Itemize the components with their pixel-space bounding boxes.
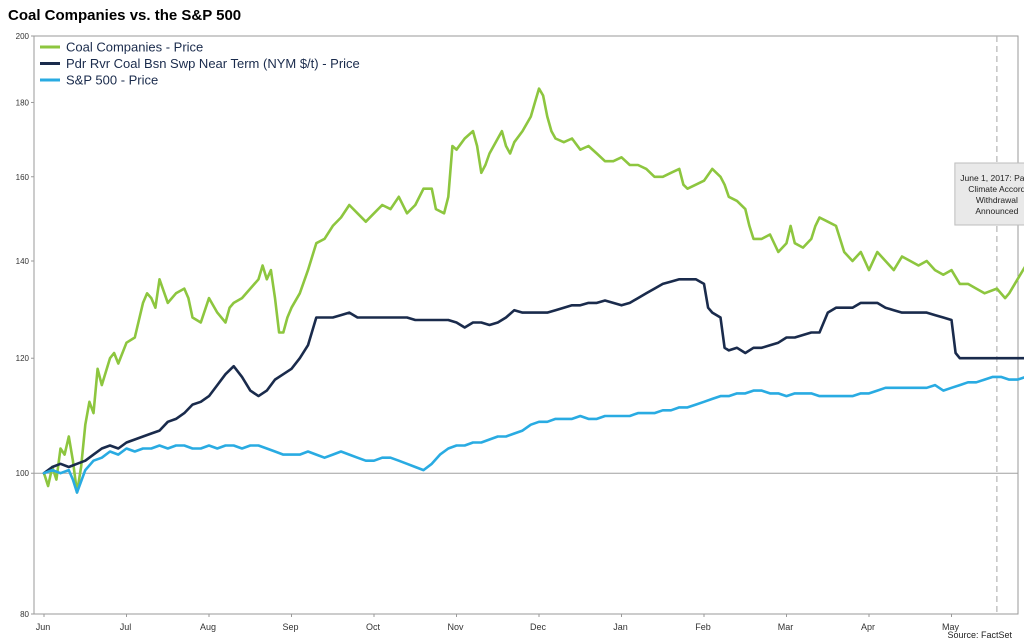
source-note: Source: FactSet: [947, 630, 1012, 640]
x-tick-label: Apr: [861, 622, 875, 632]
annotation-text: Climate Accord: [968, 184, 1024, 194]
series-lines: [42, 87, 1024, 494]
chart-title: Coal Companies vs. the S&P 500: [8, 7, 242, 24]
y-tick-label: 80: [20, 610, 29, 619]
x-tick-label: Nov: [447, 622, 464, 632]
series-line-2: [42, 375, 1024, 494]
series-line-1: [42, 278, 1024, 475]
legend-label: S&P 500 - Price: [66, 73, 158, 88]
annotation-box: [954, 162, 1024, 226]
y-tick-label: 100: [16, 469, 30, 478]
x-tick-label: Mar: [778, 622, 794, 632]
legend-label: Coal Companies - Price: [66, 40, 203, 55]
annotation-text: June 1, 2017: Paris: [960, 173, 1024, 183]
plot-frame: [33, 35, 1019, 615]
x-tick-label: Sep: [282, 622, 298, 632]
series-line-0: [42, 87, 1024, 494]
y-tick-label: 180: [16, 98, 30, 107]
y-tick-label: 120: [16, 354, 30, 363]
x-tick-label: Jun: [36, 622, 51, 632]
annotation-text: Withdrawal: [976, 195, 1018, 205]
x-tick-label: Jan: [613, 622, 628, 632]
x-tick-label: Dec: [530, 622, 547, 632]
axes: 80 100 120 140 160 180 200 Jun Jul Aug Sep Oct Nov De…: [16, 32, 1019, 632]
x-tick-label: Feb: [695, 622, 711, 632]
y-tick-label: 140: [16, 257, 30, 266]
y-tick-label: 160: [16, 173, 30, 182]
x-tick-label: May: [942, 622, 960, 632]
legend-label: Pdr Rvr Coal Bsn Swp Near Term (NYM $/t)…: [66, 56, 360, 71]
annotation-text: Announced: [975, 206, 1018, 216]
x-tick-label: Aug: [200, 622, 216, 632]
x-tick-label: Oct: [366, 622, 381, 632]
event-annotation: June 1, 2017: ParisClimate AccordWithdra…: [954, 36, 1024, 614]
y-tick-label: 200: [16, 32, 30, 41]
x-tick-label: Jul: [120, 622, 132, 632]
